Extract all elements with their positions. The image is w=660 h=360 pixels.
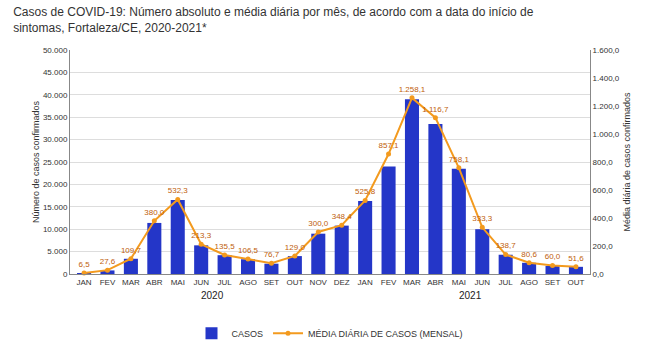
svg-text:10.000: 10.000 bbox=[43, 225, 68, 234]
svg-text:SET: SET bbox=[545, 278, 561, 287]
svg-text:380,0: 380,0 bbox=[144, 208, 165, 217]
svg-text:20.000: 20.000 bbox=[43, 180, 68, 189]
svg-text:JUN: JUN bbox=[193, 278, 209, 287]
svg-text:FEV: FEV bbox=[100, 278, 116, 287]
svg-text:JAN: JAN bbox=[358, 278, 373, 287]
svg-text:JUL: JUL bbox=[217, 278, 232, 287]
svg-text:CASOS: CASOS bbox=[232, 329, 264, 339]
svg-text:40.000: 40.000 bbox=[43, 91, 68, 100]
svg-text:JAN: JAN bbox=[76, 278, 91, 287]
svg-text:129,0: 129,0 bbox=[285, 243, 306, 252]
svg-text:200,0: 200,0 bbox=[593, 242, 614, 251]
svg-text:2020: 2020 bbox=[201, 290, 224, 301]
svg-text:60,0: 60,0 bbox=[545, 252, 561, 261]
svg-text:35.000: 35.000 bbox=[43, 113, 68, 122]
svg-text:Casos de COVID-19: Número abso: Casos de COVID-19: Número absoluto e méd… bbox=[13, 5, 534, 35]
svg-text:JUN: JUN bbox=[474, 278, 490, 287]
svg-text:27,6: 27,6 bbox=[100, 257, 116, 266]
svg-text:AGO: AGO bbox=[239, 278, 257, 287]
svg-text:0: 0 bbox=[63, 270, 68, 279]
svg-text:51,6: 51,6 bbox=[568, 254, 584, 263]
svg-text:MAR: MAR bbox=[122, 278, 140, 287]
svg-text:348,4: 348,4 bbox=[332, 212, 353, 221]
svg-text:OUT: OUT bbox=[286, 278, 303, 287]
svg-text:1.200,0: 1.200,0 bbox=[593, 102, 620, 111]
svg-text:1.000,0: 1.000,0 bbox=[593, 130, 620, 139]
svg-text:6,5: 6,5 bbox=[78, 260, 90, 269]
svg-text:138,7: 138,7 bbox=[496, 241, 517, 250]
svg-text:OUT: OUT bbox=[568, 278, 585, 287]
svg-text:80,6: 80,6 bbox=[521, 250, 537, 259]
svg-text:135,5: 135,5 bbox=[215, 242, 236, 251]
svg-text:DEZ: DEZ bbox=[334, 278, 350, 287]
svg-text:SET: SET bbox=[264, 278, 280, 287]
svg-text:1.258,1: 1.258,1 bbox=[399, 85, 426, 94]
svg-text:AGO: AGO bbox=[520, 278, 538, 287]
svg-text:400,0: 400,0 bbox=[593, 214, 614, 223]
svg-text:MAI: MAI bbox=[171, 278, 185, 287]
svg-text:ABR: ABR bbox=[146, 278, 163, 287]
svg-text:45.000: 45.000 bbox=[43, 68, 68, 77]
svg-text:532,3: 532,3 bbox=[168, 186, 189, 195]
svg-text:5.000: 5.000 bbox=[47, 247, 68, 256]
svg-text:1.116,7: 1.116,7 bbox=[422, 105, 449, 114]
svg-text:MÉDIA DIÁRIA DE CASOS (MENSAL): MÉDIA DIÁRIA DE CASOS (MENSAL) bbox=[308, 329, 463, 339]
svg-text:25.000: 25.000 bbox=[43, 158, 68, 167]
svg-text:857,1: 857,1 bbox=[379, 141, 400, 150]
svg-text:MAI: MAI bbox=[452, 278, 466, 287]
svg-text:1.600,0: 1.600,0 bbox=[593, 46, 620, 55]
svg-text:ABR: ABR bbox=[427, 278, 444, 287]
svg-text:758,1: 758,1 bbox=[449, 155, 470, 164]
svg-text:106,5: 106,5 bbox=[238, 246, 259, 255]
svg-text:2021: 2021 bbox=[459, 290, 482, 301]
svg-text:Número de casos confirmados: Número de casos confirmados bbox=[31, 100, 41, 223]
svg-text:FEV: FEV bbox=[381, 278, 397, 287]
svg-text:300,0: 300,0 bbox=[308, 219, 329, 228]
svg-text:50.000: 50.000 bbox=[43, 46, 68, 55]
svg-text:1.400,0: 1.400,0 bbox=[593, 74, 620, 83]
svg-text:15.000: 15.000 bbox=[43, 203, 68, 212]
svg-text:MAR: MAR bbox=[403, 278, 421, 287]
svg-text:NOV: NOV bbox=[310, 278, 328, 287]
svg-text:600,0: 600,0 bbox=[593, 186, 614, 195]
svg-text:30.000: 30.000 bbox=[43, 135, 68, 144]
svg-text:525,8: 525,8 bbox=[355, 187, 376, 196]
svg-text:Média diária de casos confirma: Média diária de casos confirmados bbox=[622, 92, 632, 232]
svg-text:0,0: 0,0 bbox=[593, 270, 605, 279]
svg-text:213,3: 213,3 bbox=[191, 231, 212, 240]
svg-text:JUL: JUL bbox=[499, 278, 514, 287]
svg-text:333,3: 333,3 bbox=[472, 214, 493, 223]
svg-text:76,7: 76,7 bbox=[264, 250, 280, 259]
svg-text:109,7: 109,7 bbox=[121, 246, 142, 255]
svg-text:800,0: 800,0 bbox=[593, 158, 614, 167]
